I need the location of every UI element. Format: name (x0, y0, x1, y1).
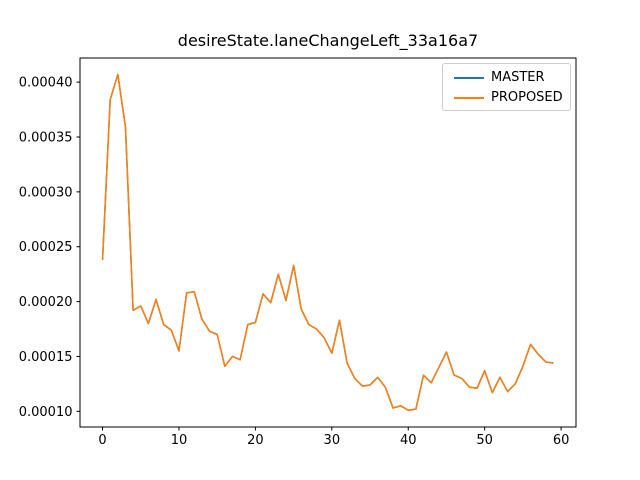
x-tick-label: 20 (247, 433, 264, 448)
chart-title: desireState.laneChangeLeft_33a16a7 (177, 31, 479, 50)
proposed-line-swatch-icon (454, 97, 484, 99)
y-tick-label: 0.00030 (19, 185, 73, 200)
y-tick-label: 0.00010 (19, 405, 73, 420)
x-tick-label: 0 (98, 433, 106, 448)
legend-label-proposed: PROPOSED (491, 90, 563, 105)
legend-entry-proposed: PROPOSED (454, 88, 570, 108)
axes-spines (79, 57, 577, 428)
y-tick-label: 0.00035 (19, 131, 73, 146)
y-tick-label: 0.00025 (19, 240, 73, 255)
series-line-master (101, 73, 554, 411)
legend-box: MASTER PROPOSED (442, 63, 571, 111)
x-tick-label: 60 (553, 433, 570, 448)
y-tick-label: 0.00040 (19, 76, 73, 91)
x-tick-label: 30 (324, 433, 341, 448)
y-tick-label: 0.00015 (19, 350, 73, 365)
x-tick-label: 40 (400, 433, 417, 448)
legend-label-master: MASTER (491, 70, 545, 85)
master-line-swatch-icon (454, 77, 484, 79)
y-tick-label: 0.00020 (19, 295, 73, 310)
legend-entry-master: MASTER (454, 68, 570, 88)
x-tick-label: 50 (476, 433, 493, 448)
series-line-proposed (101, 73, 554, 411)
x-tick-label: 10 (171, 433, 188, 448)
